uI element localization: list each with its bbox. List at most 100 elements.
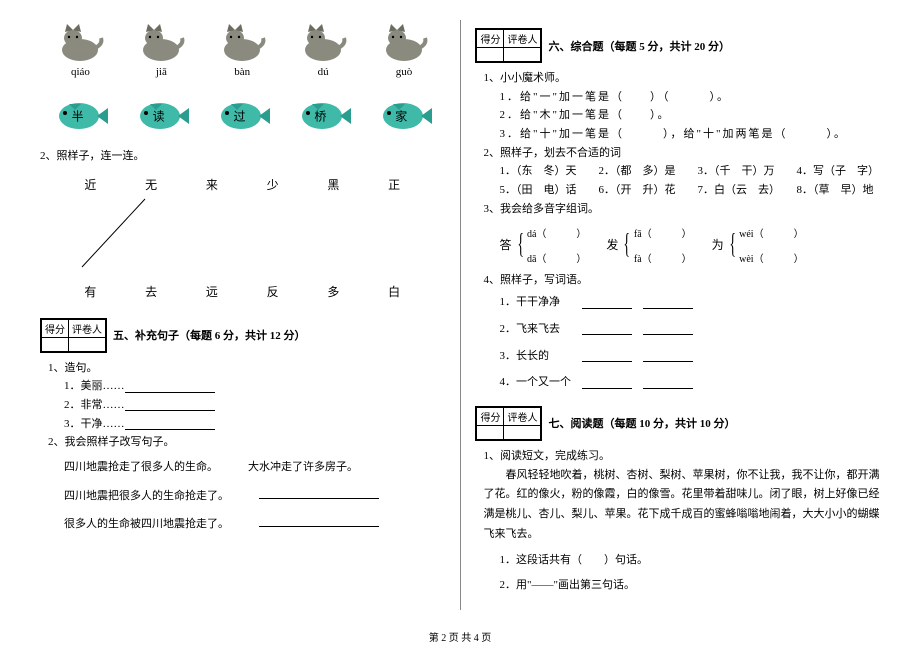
score-h: 得分 (42, 319, 69, 337)
score-h: 评卷人 (504, 407, 541, 425)
fish-icon: 家 (377, 96, 432, 136)
s5-q1a: 1．美丽…… (64, 377, 445, 396)
blank (582, 377, 632, 389)
label: 3．长长的 (499, 350, 549, 362)
s6-q1a: 1．给"一"加一笔是（ ）（ ）。 (499, 88, 880, 107)
brace-icon: { (517, 231, 524, 259)
left-column: qiáo jiā bàn dú guò 半 读 过 桥 家 2、照样子，连一连。… (30, 20, 455, 610)
cat-icon (298, 20, 348, 62)
ex-text: 大水冲走了许多房子。 (248, 458, 358, 477)
brace-group: 为 { wéi（ ）wèi（ ） (712, 225, 804, 265)
section-6-title: 六、综合题（每题 5 分，共计 20 分） (548, 38, 730, 54)
label: 1．干干净净 (499, 296, 560, 308)
blank (643, 350, 693, 362)
page-container: qiáo jiā bàn dú guò 半 读 过 桥 家 2、照样子，连一连。… (0, 0, 920, 620)
fish-char: 家 (395, 108, 407, 125)
fish-char: 桥 (314, 108, 326, 125)
q2-label: 2、照样子，连一连。 (40, 148, 445, 166)
blank (125, 381, 215, 393)
brace-row: 答 { dá（ ）dā（ ） 发 { fā（ ） fà（ ） 为 { wéi（ ）… (499, 225, 880, 265)
brace-opt: fà（ ） (634, 250, 692, 265)
fish-char: 读 (153, 108, 165, 125)
cat-icon (379, 20, 429, 62)
brace-icon: { (624, 231, 631, 259)
s6-q4b: 2．飞来飞去 (499, 320, 880, 339)
pinyin-row: qiáo jiā bàn dú guò (40, 66, 445, 78)
s6-q1c: 3．给"十"加一笔是（ ），给"十"加两笔是（ ）。 (499, 125, 880, 144)
label: 4．一个又一个 (499, 376, 571, 388)
score-h: 得分 (477, 407, 504, 425)
s6-q4a: 1．干干净净 (499, 293, 880, 312)
s6-q4c: 3．长长的 (499, 347, 880, 366)
label: 2．飞来飞去 (499, 323, 560, 335)
blank (259, 515, 379, 527)
blank (259, 487, 379, 499)
brace-opt: fā（ ） (634, 225, 692, 240)
fish-icon: 半 (53, 96, 108, 136)
pinyin-label: dú (293, 66, 353, 78)
blank (643, 377, 693, 389)
s6-q2a: 1．（东 冬）天 2．（都 多）是 3．（千 干）万 4．写（子 字） (499, 162, 880, 181)
s5-q1c: 3．干净…… (64, 415, 445, 434)
score-box: 得分评卷人 (475, 28, 542, 63)
s7-passage: 春风轻轻地吹着，桃树、杏树、梨树、苹果树，你不让我，我不让你，都开满了花。红的像… (483, 466, 880, 545)
bottom-char-row: 有 去 远 反 多 白 (40, 283, 445, 300)
ex-text: 四川地震把很多人的生命抢走了。 (64, 487, 229, 506)
brace-opt: dá（ ） (527, 225, 586, 240)
top-char-row: 近 无 来 少 黑 正 (40, 176, 445, 193)
pinyin-label: qiáo (50, 66, 110, 78)
s7-q1: 1、阅读短文，完成练习。 (483, 447, 880, 466)
fish-row: 半 读 过 桥 家 (40, 96, 445, 136)
section-5-header: 得分评卷人 五、补充句子（每题 6 分，共计 12 分） (40, 318, 445, 353)
brace-group: 发 { fā（ ） fà（ ） (606, 225, 691, 265)
ex-text: 四川地震抢走了很多人的生命。 (64, 458, 218, 477)
fish-char: 半 (72, 108, 84, 125)
page-footer: 第 2 页 共 4 页 (0, 629, 920, 644)
brace-char: 答 (499, 236, 511, 253)
brace-char: 为 (712, 236, 724, 253)
s5-q1b: 2．非常…… (64, 396, 445, 415)
char: 黑 (313, 176, 353, 193)
char: 少 (253, 176, 293, 193)
pinyin-label: guò (374, 66, 434, 78)
char: 来 (192, 176, 232, 193)
fish-char: 过 (233, 108, 245, 125)
s7-q1a: 1．这段话共有（ ）句话。 (499, 551, 880, 570)
s6-q2: 2、照样子，划去不合适的词 (483, 144, 880, 163)
pinyin-label: jiā (131, 66, 191, 78)
ex-text: 很多人的生命被四川地震抢走了。 (64, 515, 229, 534)
s7-q1b: 2．用"——"画出第三句话。 (499, 576, 880, 595)
s5-ex-row: 很多人的生命被四川地震抢走了。 (64, 515, 445, 534)
brace-opt: wéi（ ） (739, 225, 803, 240)
char: 正 (374, 176, 414, 193)
brace-char: 发 (606, 236, 618, 253)
s6-q3: 3、我会给多音字组词。 (483, 200, 880, 219)
blank (643, 323, 693, 335)
char: 近 (70, 176, 110, 193)
right-column: 得分评卷人 六、综合题（每题 5 分，共计 20 分） 1、小小魔术师。 1．给… (465, 20, 890, 610)
s6-q4: 4、照样子，写词语。 (483, 271, 880, 290)
section-5-title: 五、补充句子（每题 6 分，共计 12 分） (113, 327, 306, 343)
section-7-header: 得分评卷人 七、阅读题（每题 10 分，共计 10 分） (475, 406, 880, 441)
blank (125, 418, 215, 430)
blank (582, 350, 632, 362)
char: 反 (253, 283, 293, 300)
label: 2．非常…… (64, 399, 125, 411)
char: 白 (374, 283, 414, 300)
score-box: 得分评卷人 (475, 406, 542, 441)
blank (582, 297, 632, 309)
brace-group: 答 { dá（ ）dā（ ） (499, 225, 586, 265)
score-h: 得分 (477, 30, 504, 48)
cat-icon (136, 20, 186, 62)
column-divider (460, 20, 461, 610)
cat-icon (217, 20, 267, 62)
fish-icon: 桥 (296, 96, 351, 136)
s5-ex-row: 四川地震把很多人的生命抢走了。 (64, 487, 445, 506)
s6-q2b: 5．（田 电）话 6．（开 升）花 7．白（云 去） 8．（草 早）地 (499, 181, 880, 200)
label: 1．美丽…… (64, 380, 125, 392)
char: 去 (131, 283, 171, 300)
score-h: 评卷人 (504, 30, 541, 48)
score-h: 评卷人 (69, 319, 106, 337)
pinyin-label: bàn (212, 66, 272, 78)
s5-ex-row: 四川地震抢走了很多人的生命。 大水冲走了许多房子。 (64, 458, 445, 477)
